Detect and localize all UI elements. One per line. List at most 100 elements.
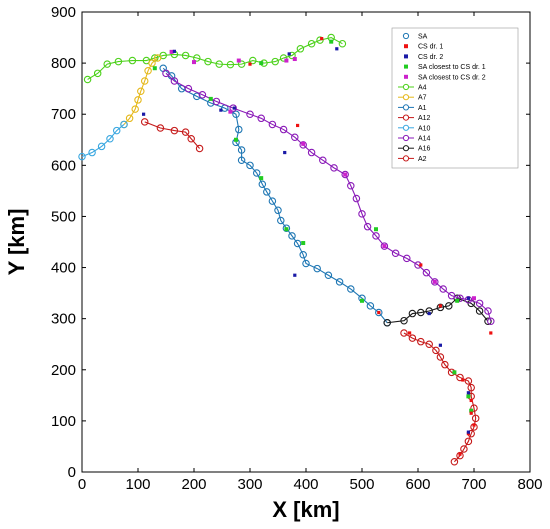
sa-point-a2	[432, 346, 440, 355]
sa-point-a14	[363, 222, 372, 231]
sa-point-a1	[282, 224, 291, 232]
series-line-a1	[162, 67, 388, 324]
sa-point-a14	[403, 254, 411, 263]
sa-point-a4	[338, 39, 347, 48]
sa-point-a1	[263, 188, 271, 196]
legend-box	[391, 27, 519, 169]
sa-point-a16	[383, 319, 391, 327]
sa-closest-dr1-marker	[259, 176, 264, 181]
sa-closest-dr1-marker	[452, 370, 457, 375]
sa-point-a4	[226, 60, 235, 69]
series-line-a10	[81, 124, 125, 158]
sa-point-a7	[140, 77, 149, 85]
sa-closest-dr2-marker	[192, 60, 196, 65]
x-tick-label: 0	[78, 476, 86, 493]
cs-dr2-marker	[466, 391, 470, 395]
sa-point-a12	[170, 126, 179, 135]
sa-point-a4	[271, 57, 279, 66]
sa-point-a14	[279, 125, 288, 134]
sa-point-a12	[181, 128, 190, 136]
sa-point-a10	[120, 120, 128, 129]
series-line-a4	[87, 36, 343, 80]
sa-point-a1	[293, 239, 302, 248]
sa-point-a14	[229, 104, 237, 112]
series-line-a14	[165, 72, 492, 322]
cs-dr2-marker	[427, 311, 431, 316]
sa-point-a1	[232, 110, 240, 118]
cs-dr1-marker	[472, 423, 476, 427]
y-tick-label: 500	[51, 208, 76, 225]
sa-point-a14	[341, 170, 349, 179]
legend-label: CS dr. 1	[418, 44, 443, 51]
sa-point-a1	[235, 125, 243, 134]
cs-dr2-marker	[438, 343, 442, 347]
sa-point-a1	[366, 302, 375, 310]
y-tick-label: 0	[68, 464, 76, 481]
sa-point-a1	[237, 146, 246, 154]
sa-point-a2	[467, 383, 475, 392]
sa-point-a4	[249, 56, 257, 65]
series-line-a16	[387, 297, 489, 324]
legend-marker	[404, 54, 408, 59]
legend-marker	[402, 32, 410, 40]
sa-closest-dr2-marker	[432, 279, 437, 284]
sa-closest-dr1-marker	[259, 61, 264, 66]
legend-label: A16	[418, 146, 431, 153]
sa-point-a2	[456, 451, 464, 460]
cs-dr1-marker	[377, 310, 381, 315]
legend-marker	[404, 74, 408, 79]
cs-dr1-marker	[461, 378, 465, 382]
sa-point-a14	[170, 77, 179, 85]
legend-marker	[402, 124, 410, 131]
legend: SA CS dr. 1 CS dr. 2 SA closest to CS dr. 1…	[391, 27, 519, 169]
sa-point-a1	[237, 156, 246, 164]
sa-point-a12	[187, 135, 195, 143]
sa-point-a14	[347, 182, 355, 190]
sa-point-a16	[475, 307, 484, 315]
sa-point-a14	[464, 296, 473, 304]
sa-point-a14	[184, 84, 193, 93]
legend-label: SA	[418, 34, 428, 41]
sa-point-a4	[181, 51, 190, 60]
sa-point-a1	[258, 180, 267, 188]
sa-point-a14	[456, 294, 464, 302]
sa-point-a12	[156, 124, 165, 132]
sa-point-a1	[268, 197, 277, 205]
cs-dr1-marker	[438, 304, 442, 308]
legend-label: A10	[418, 125, 431, 132]
sa-point-a14	[330, 164, 338, 172]
sa-point-a14	[372, 232, 380, 240]
cs-dr1-marker	[320, 36, 324, 41]
x-tick-label: 500	[349, 476, 374, 493]
series-line-a7	[123, 57, 158, 125]
x-tick-label: 400	[293, 476, 318, 493]
axis-ticks: 0 100 200 300 400 500 600 700 800 0 100 200 300 400 50…	[51, 4, 543, 493]
sa-point-a14	[246, 110, 254, 118]
sa-point-a14	[198, 91, 207, 99]
y-tick-label: 300	[51, 311, 76, 328]
sa-closest-dr1-marker	[301, 241, 306, 246]
sa-closest-dr1-marker	[374, 227, 378, 232]
y-tick-label: 200	[51, 362, 76, 379]
cs-dr2-marker	[232, 106, 236, 110]
cs-dr2-marker	[172, 49, 176, 53]
sa-point-a16	[445, 302, 453, 310]
y-tick-label: 400	[51, 260, 76, 277]
sa-point-a14	[422, 268, 431, 277]
sa-closest-dr1-marker	[466, 394, 471, 399]
cs-dr2-marker	[287, 52, 291, 56]
cs-dr1-marker	[408, 331, 412, 335]
sa-point-a7	[144, 67, 152, 75]
cs-dr1-marker	[458, 452, 462, 456]
cs-dr2-marker	[219, 108, 223, 112]
x-tick-label: 700	[461, 476, 486, 493]
cs-dr1-marker	[489, 331, 493, 335]
sa-point-a2	[441, 360, 449, 369]
sa-point-a14	[447, 291, 456, 300]
sa-point-a14	[291, 133, 299, 141]
sa-point-a4	[204, 57, 212, 66]
legend-marker	[402, 134, 410, 142]
sa-point-a4	[237, 60, 246, 68]
legend-marker	[402, 114, 410, 121]
